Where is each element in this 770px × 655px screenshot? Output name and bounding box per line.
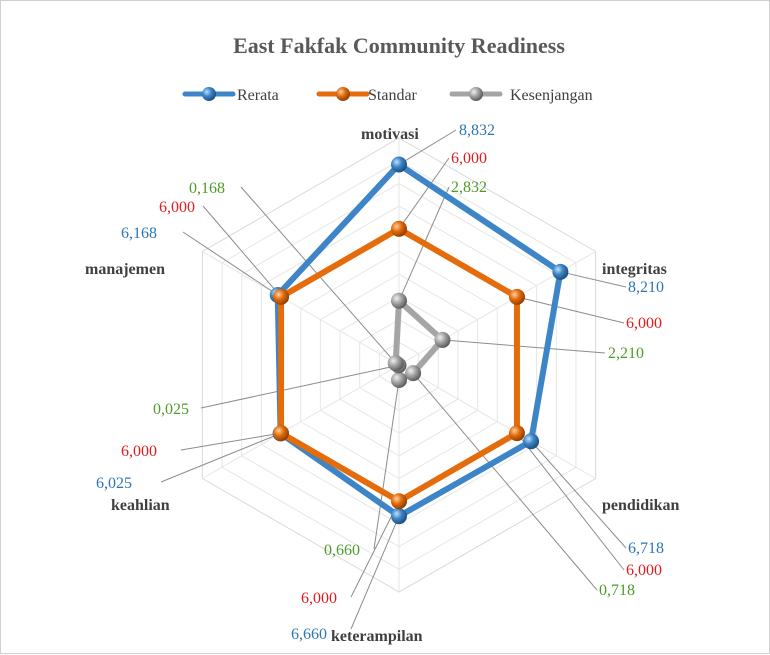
point-standar-integritas bbox=[508, 288, 525, 305]
point-standar-pendidikan bbox=[508, 425, 525, 442]
series-rerata bbox=[269, 156, 569, 525]
data-label-rerata-integritas: 8,210 bbox=[628, 279, 664, 296]
axis-label-manajemen: manajemen bbox=[85, 261, 165, 278]
leader-standar-keahlian bbox=[180, 432, 282, 451]
data-label-kesenjangan-manajemen: 0,168 bbox=[189, 180, 225, 197]
leader-rerata-integritas bbox=[560, 271, 627, 288]
leader-rerata-pendidikan bbox=[530, 440, 627, 549]
point-rerata-integritas bbox=[552, 263, 569, 280]
point-kesenjangan-keterampilan bbox=[391, 371, 407, 388]
legend-marker-standar bbox=[336, 87, 350, 101]
series-kesenjangan bbox=[387, 292, 451, 388]
axis-label-keahlian: keahlian bbox=[111, 497, 170, 514]
data-label-standar-integritas: 6,000 bbox=[626, 315, 662, 332]
leader-standar-integritas bbox=[516, 296, 625, 324]
grid-spoke bbox=[202, 364, 400, 479]
axis-label-keterampilan: keterampilan bbox=[331, 628, 423, 645]
legend-label-standar: Standar bbox=[368, 87, 418, 104]
legend-label-kesenjangan: Kesenjangan bbox=[510, 87, 593, 104]
legend: Rerata Standar Kesenjangan bbox=[182, 87, 593, 104]
leader-standar-pendidikan bbox=[516, 432, 625, 571]
data-label-standar-pendidikan: 6,000 bbox=[626, 562, 662, 579]
grid-spoke bbox=[398, 364, 596, 479]
data-label-standar-motivasi: 6,000 bbox=[451, 150, 487, 167]
legend-item-rerata: Rerata bbox=[182, 87, 279, 104]
leader-kesenjangan-keahlian bbox=[200, 364, 399, 409]
data-label-kesenjangan-integritas: 2,210 bbox=[608, 345, 644, 362]
legend-marker-rerata bbox=[202, 87, 216, 101]
series-standar bbox=[273, 220, 525, 510]
legend-item-standar: Standar bbox=[316, 87, 418, 104]
point-kesenjangan-integritas bbox=[434, 331, 451, 348]
data-label-rerata-motivasi: 8,832 bbox=[459, 122, 495, 139]
point-standar-keterampilan bbox=[391, 493, 407, 510]
data-label-kesenjangan-motivasi: 2,832 bbox=[451, 179, 487, 196]
axis-label-motivasi: motivasi bbox=[361, 126, 419, 143]
data-label-rerata-keterampilan: 6,660 bbox=[291, 626, 327, 643]
point-standar-manajemen bbox=[273, 288, 290, 305]
leader-rerata-keahlian bbox=[160, 432, 281, 483]
leader-standar-keterampilan bbox=[350, 500, 400, 598]
legend-item-kesenjangan: Kesenjangan bbox=[449, 87, 593, 104]
point-standar-motivasi bbox=[391, 220, 407, 237]
leader-standar-motivasi bbox=[398, 157, 450, 230]
leader-rerata-manajemen bbox=[182, 231, 279, 296]
data-label-rerata-manajemen: 6,168 bbox=[121, 225, 157, 242]
axis-label-pendidikan: pendidikan bbox=[602, 497, 679, 514]
leader-kesenjangan-pendidikan bbox=[412, 372, 598, 591]
point-kesenjangan-manajemen bbox=[387, 355, 404, 372]
leader-kesenjangan-keterampilan bbox=[373, 379, 400, 550]
data-label-standar-keterampilan: 6,000 bbox=[301, 590, 337, 607]
axis-labels: motivasi integritas pendidikan keterampilan… bbox=[85, 126, 679, 645]
leader-rerata-motivasi bbox=[398, 129, 457, 165]
data-labels: 8,8328,2106,7186,6606,0256,1686,0006,000… bbox=[96, 122, 664, 643]
leader-standar-manajemen bbox=[202, 205, 282, 298]
legend-marker-kesenjangan bbox=[469, 87, 483, 101]
data-label-standar-keahlian: 6,000 bbox=[121, 443, 157, 460]
point-kesenjangan-motivasi bbox=[391, 292, 407, 309]
point-rerata-motivasi bbox=[391, 156, 407, 173]
grid-spoke bbox=[202, 251, 400, 366]
leader-rerata-keterampilan bbox=[350, 515, 400, 630]
data-label-kesenjangan-keterampilan: 0,660 bbox=[324, 542, 360, 559]
legend-label-rerata: Rerata bbox=[237, 87, 279, 104]
data-label-rerata-pendidikan: 6,718 bbox=[628, 540, 664, 557]
chart-title: East Fakfak Community Readiness bbox=[233, 33, 565, 58]
axis-label-integritas: integritas bbox=[602, 261, 667, 278]
data-label-kesenjangan-keahlian: 0,025 bbox=[153, 401, 189, 418]
data-label-rerata-keahlian: 6,025 bbox=[96, 475, 132, 492]
point-rerata-pendidikan bbox=[523, 433, 540, 450]
series-group bbox=[269, 156, 569, 525]
point-rerata-keterampilan bbox=[391, 508, 407, 525]
data-label-standar-manajemen: 6,000 bbox=[159, 199, 195, 216]
data-label-kesenjangan-pendidikan: 0,718 bbox=[599, 582, 635, 599]
leader-kesenjangan-integritas bbox=[442, 339, 606, 354]
point-standar-keahlian bbox=[273, 425, 290, 442]
point-kesenjangan-pendidikan bbox=[405, 365, 422, 382]
